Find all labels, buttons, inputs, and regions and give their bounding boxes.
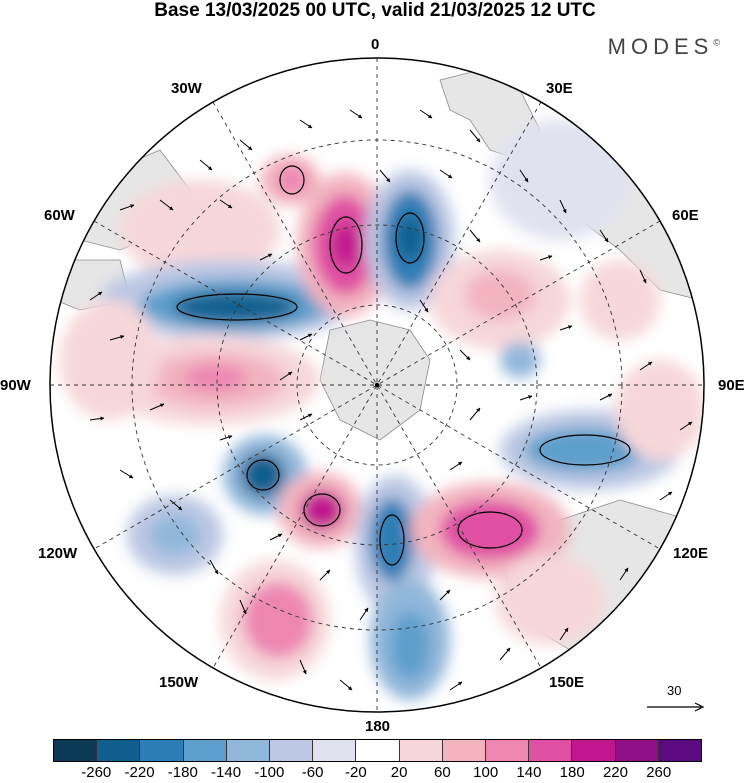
lon-label-60e: 60E [672, 207, 699, 224]
lon-label-90w: 90W [0, 377, 31, 394]
graticule [50, 58, 704, 712]
colorbar-tick-label: -140 [211, 764, 242, 781]
lon-label-90e: 90E [718, 377, 745, 394]
lon-label-120w: 120W [38, 545, 78, 562]
pole-marker [374, 382, 380, 388]
colorbar-cell [399, 740, 443, 761]
lon-label-30e: 30E [546, 80, 573, 97]
colorbar-tick-label: 140 [516, 764, 542, 781]
colorbar-cell [486, 740, 530, 761]
colorbar-cell [226, 740, 271, 761]
map-field [50, 58, 704, 712]
colorbar-tick-label: 220 [602, 764, 628, 781]
reference-arrow-icon [647, 702, 705, 712]
colorbar-tick-label: -20 [345, 764, 367, 781]
colorbar-cell [270, 740, 314, 761]
colorbar-tick-label: -180 [167, 764, 198, 781]
colorbar-cell [356, 740, 400, 761]
reference-vector: 30 [645, 683, 705, 713]
reference-vector-label: 30 [667, 683, 682, 698]
colorbar-tick-label: 60 [434, 764, 451, 781]
brand-logo: MODES© [608, 34, 720, 60]
lon-label-150e: 150E [549, 674, 585, 691]
colorbar-ticks: -260 -220 -180 -140 -100 -60 -20 20 60 100 140 180 2… [53, 764, 702, 782]
wind-vectors [89, 109, 693, 691]
colorbar-cell [442, 740, 487, 761]
colorbar-tick-label: 100 [473, 764, 499, 781]
brand-name: MODES [607, 34, 714, 59]
colorbar-cell [615, 740, 659, 761]
colorbar-cell [572, 740, 616, 761]
colorbar-tick-label: -60 [301, 764, 324, 781]
colorbar-cell [313, 740, 357, 761]
colorbar-tick-label: -220 [124, 764, 155, 781]
brand-mark: © [713, 37, 720, 48]
lon-label-120e: 120E [673, 545, 709, 562]
colorbar-tick-label: -100 [254, 764, 285, 781]
map-border [49, 57, 705, 713]
map-title: Base 13/03/2025 00 UTC, valid 21/03/2025… [154, 0, 596, 21]
colorbar-cell [658, 740, 702, 761]
colorbar-cell [183, 740, 227, 761]
colorbar-tick-label: 20 [390, 764, 408, 781]
lon-label-60w: 60W [44, 207, 75, 224]
lon-label-30w: 30W [171, 80, 202, 97]
colorbar-cell [54, 740, 98, 761]
colorbar-tick-label: -260 [81, 764, 112, 781]
colorbar-cell [529, 740, 573, 761]
colorbar [53, 739, 702, 762]
lon-label-150w: 150W [159, 674, 199, 691]
lon-label-0: 0 [371, 36, 380, 53]
lon-label-180: 180 [365, 718, 391, 735]
colorbar-tick-label: 180 [559, 764, 585, 781]
contour-lines [176, 165, 631, 566]
colorbar-tick-label: 260 [646, 764, 672, 781]
colorbar-cell [97, 740, 141, 761]
colorbar-cell [140, 740, 184, 761]
